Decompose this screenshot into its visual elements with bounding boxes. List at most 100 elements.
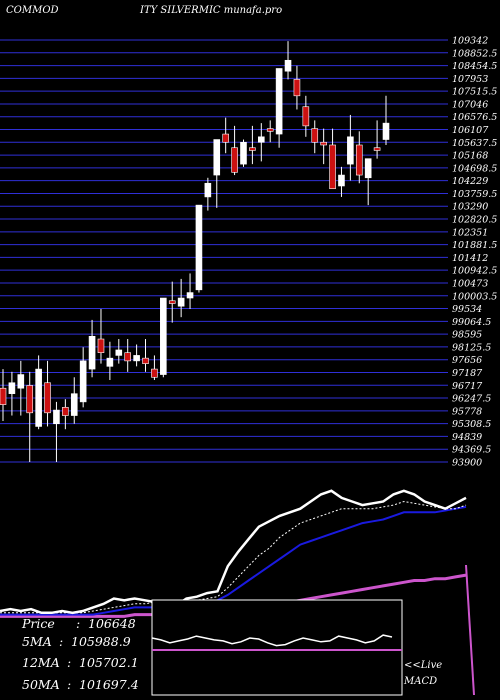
candle-bear (97, 338, 105, 353)
candle-bull (17, 374, 25, 389)
title-left: COMMOD (6, 5, 59, 16)
price-tick-label: 108454.5 (452, 61, 497, 72)
candle-bull (70, 393, 78, 416)
candle-bear (124, 352, 131, 362)
price-tick-label: 106107 (452, 125, 489, 136)
price-tick-label: 104698.5 (452, 163, 497, 174)
candle-bull (347, 136, 354, 165)
price-tick-label: 101881.5 (452, 240, 497, 251)
stat-price-sep: : (76, 616, 80, 631)
candle-bull (177, 297, 185, 307)
candle-bear (62, 407, 69, 416)
candle-bull (88, 335, 96, 370)
price-tick-label: 94839 (452, 432, 482, 443)
price-tick-label: 108852.5 (452, 48, 497, 59)
stat-50ma-label: 50MA (22, 677, 60, 692)
candle-bear (222, 133, 229, 143)
price-tick-label: 103290 (452, 202, 488, 213)
price-tick-label: 105168 (452, 151, 488, 162)
candle-bear (320, 141, 327, 146)
price-tick-label: 107953 (452, 74, 488, 85)
price-tick-label: 94369.5 (452, 445, 491, 456)
price-tick-label: 96247.5 (452, 394, 491, 405)
stat-5ma-sep: : (59, 634, 63, 649)
candle-bull (240, 141, 247, 165)
stat-price-label: Price (21, 616, 55, 631)
candle-bear (0, 387, 7, 405)
price-tick-label: 100942.5 (452, 266, 497, 277)
candle-bull (213, 139, 221, 176)
price-tick-label: 98595 (452, 330, 482, 341)
price-tick-label: 100003.5 (452, 291, 497, 302)
inset-line (151, 634, 393, 647)
price-tick-label: 106576.5 (452, 112, 497, 123)
stat-50ma-value: 101697.4 (79, 677, 139, 692)
price-tick-label: 96717 (452, 381, 483, 392)
macd-line (0, 489, 467, 615)
price-tick-label: 100473 (452, 278, 488, 289)
stat-50ma-sep: : (67, 677, 71, 692)
macd-drop-line (465, 564, 475, 696)
candle-bear (311, 128, 319, 143)
stats-panel: Price : 106648 5MA : 105988.9 12MA : 105… (21, 616, 139, 692)
candle-bull (204, 182, 212, 198)
price-tick-label: 109342 (452, 36, 488, 47)
price-grid (0, 39, 448, 463)
candle-bear (355, 144, 363, 176)
price-tick-label: 107515.5 (452, 87, 497, 98)
price-tick-label: 105637.5 (452, 138, 497, 149)
candle-bull (195, 204, 203, 291)
candle-bear (168, 300, 176, 304)
price-tick-label: 98125.5 (452, 342, 491, 353)
price-tick-label: 102351 (452, 227, 488, 238)
candle-bull (275, 68, 283, 135)
candle-bull (186, 292, 194, 299)
price-tick-label: 102820.5 (452, 215, 497, 226)
candle-bull (338, 174, 345, 187)
candle-bear (249, 147, 256, 151)
candle-bear (329, 144, 336, 190)
stat-12ma-label: 12MA (22, 655, 60, 670)
stat-12ma-sep: : (67, 655, 71, 670)
price-tick-label: 99534 (452, 304, 482, 315)
candle-bull (79, 360, 87, 403)
candle-bull (284, 59, 292, 72)
candle-bull (258, 136, 265, 143)
stat-5ma-value: 105988.9 (71, 634, 131, 649)
stat-12ma-value: 105702.1 (79, 655, 139, 670)
candle-bear (302, 106, 310, 127)
price-tick-label: 99064.5 (452, 317, 491, 328)
candle-bull (8, 382, 16, 394)
candle-bear (231, 147, 238, 173)
candle-bear (44, 382, 51, 414)
candle-bull (35, 368, 42, 427)
price-tick-label: 97656 (452, 355, 482, 366)
candle-bull (160, 297, 167, 375)
candle-bear (293, 79, 301, 97)
price-tick-label: 104229 (452, 176, 488, 187)
stat-price-value: 106648 (88, 616, 136, 631)
price-tick-label: 95308.5 (452, 419, 491, 430)
price-tick-label: 93900 (452, 458, 482, 469)
ma-blue-line (0, 505, 467, 616)
stat-5ma-label: 5MA (22, 634, 52, 649)
candle-bull (53, 409, 60, 425)
candle-bull (115, 349, 123, 356)
inset-box (151, 599, 403, 696)
candle-bear (142, 357, 149, 364)
candle-bear (151, 368, 158, 378)
inset-series-line (151, 634, 393, 647)
candles (0, 41, 390, 462)
price-tick-label: 107046 (452, 99, 488, 110)
candle-bull (364, 158, 372, 179)
macd-label-live: <<Live (404, 660, 442, 671)
price-tick-label: 95778 (452, 406, 482, 417)
macd-label-macd: MACD (403, 676, 437, 687)
title-right: ITY SILVERMIC munafa.pro (139, 5, 282, 16)
candle-bear (373, 147, 381, 151)
candle-bull (133, 355, 140, 362)
candle-bear (26, 385, 34, 414)
